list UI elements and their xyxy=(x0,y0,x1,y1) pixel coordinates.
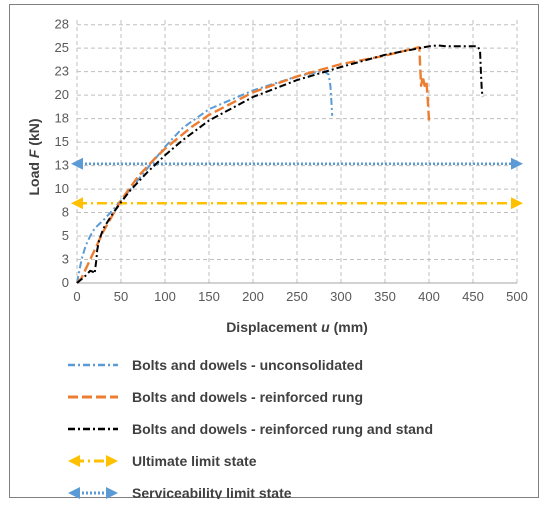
series-line-2 xyxy=(76,44,484,284)
load-displacement-chart: 0 3 5 8 10 13 15 18 20 23 25 28 0 50 100 150 200 250 300 3… xyxy=(26,17,528,499)
x-tick-label: 50 xyxy=(114,289,128,304)
y-tick-label: 0 xyxy=(62,275,69,290)
y-axis-tick-labels: 0 3 5 8 10 13 15 18 20 23 25 28 xyxy=(55,17,69,290)
legend: Bolts and dowels - unconsolidated Bolts a… xyxy=(68,357,433,499)
x-tick-label: 350 xyxy=(374,289,396,304)
x-tick-label: 450 xyxy=(462,289,484,304)
y-tick-label: 23 xyxy=(55,64,69,79)
chart-frame: 0 3 5 8 10 13 15 18 20 23 25 28 0 50 100 150 200 250 300 3… xyxy=(9,4,539,499)
gridlines xyxy=(76,20,518,284)
y-tick-label: 10 xyxy=(55,181,69,196)
y-tick-label: 18 xyxy=(55,111,69,126)
legend-label-3: Ultimate limit state xyxy=(132,453,257,469)
y-tick-label: 8 xyxy=(62,205,69,220)
y-axis-title: Load F (kN) xyxy=(26,118,42,195)
data-series xyxy=(71,44,523,284)
series-line-1 xyxy=(76,46,431,284)
x-tick-label: 200 xyxy=(242,289,264,304)
x-tick-label: 500 xyxy=(506,289,528,304)
x-axis-title: Displacement u (mm) xyxy=(226,319,368,335)
y-tick-label: 5 xyxy=(62,228,69,243)
legend-label-4: Serviceability limit state xyxy=(132,485,292,499)
x-tick-label: 100 xyxy=(154,289,176,304)
x-axis-tick-labels: 0 50 100 150 200 250 300 350 400 450 500 xyxy=(73,289,527,304)
x-tick-label: 250 xyxy=(286,289,308,304)
series-line-0 xyxy=(76,69,334,284)
legend-label-2: Bolts and dowels - reinforced rung and s… xyxy=(132,421,433,437)
y-tick-label: 3 xyxy=(62,252,69,267)
x-tick-label: 400 xyxy=(418,289,440,304)
legend-label-1: Bolts and dowels - reinforced rung xyxy=(132,389,363,405)
y-tick-label: 15 xyxy=(55,134,69,149)
legend-label-0: Bolts and dowels - unconsolidated xyxy=(132,357,363,373)
y-tick-label: 13 xyxy=(55,158,69,173)
y-tick-label: 28 xyxy=(55,17,69,32)
x-tick-label: 0 xyxy=(73,289,80,304)
x-tick-label: 300 xyxy=(330,289,352,304)
y-tick-label: 20 xyxy=(55,87,69,102)
x-tick-label: 150 xyxy=(198,289,220,304)
y-tick-label: 25 xyxy=(55,40,69,55)
